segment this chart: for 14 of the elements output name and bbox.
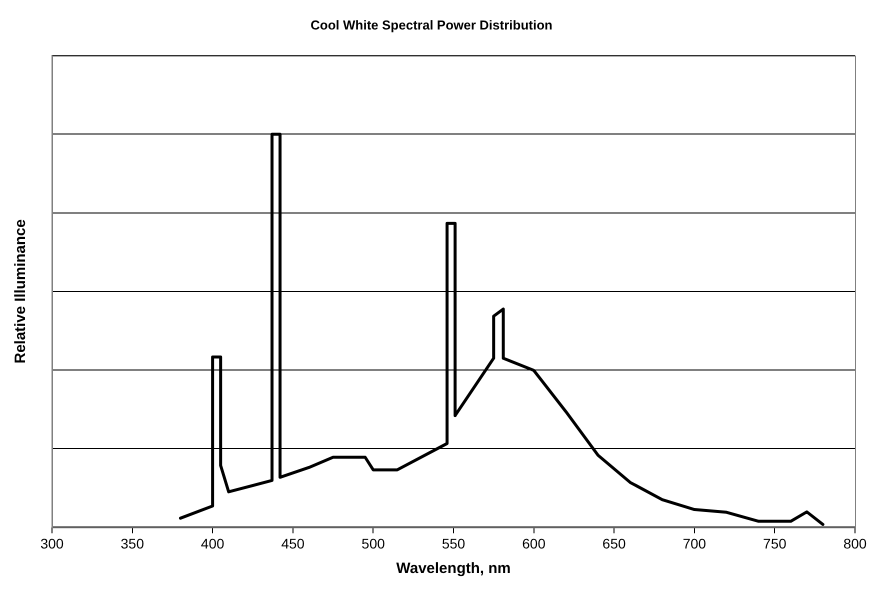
chart-title: Cool White Spectral Power Distribution bbox=[310, 17, 553, 32]
x-tick-label: 750 bbox=[763, 535, 787, 552]
x-tick-label: 450 bbox=[281, 535, 305, 552]
x-tick-label: 650 bbox=[602, 535, 626, 552]
x-tick-label: 550 bbox=[442, 535, 466, 552]
x-tick-label: 400 bbox=[200, 535, 224, 552]
x-tick-label: 700 bbox=[682, 535, 706, 552]
x-tick-label: 600 bbox=[522, 535, 546, 552]
y-axis-title: Relative Illuminance bbox=[12, 219, 30, 364]
x-tick-label: 300 bbox=[40, 535, 64, 552]
x-axis-title: Wavelength, nm bbox=[396, 560, 511, 578]
x-tick-label: 500 bbox=[362, 535, 386, 552]
x-tick-label: 350 bbox=[120, 535, 144, 552]
x-tick-label: 800 bbox=[843, 535, 867, 552]
